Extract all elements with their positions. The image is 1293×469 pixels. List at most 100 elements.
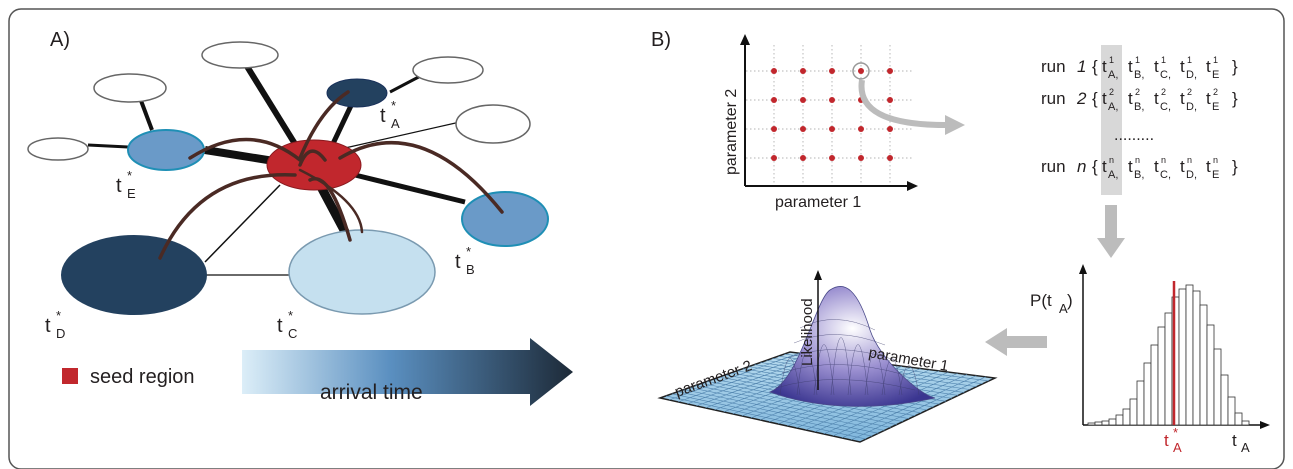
run-t: t [1180,157,1185,176]
run-sup: n [1161,155,1166,165]
hist-bar [1122,408,1131,426]
surface-zlabel: Likelihood [799,298,816,366]
run-sub: D, [1186,101,1197,113]
hist-ylabel-sub: A [1059,301,1068,316]
hist-bar [1129,398,1138,426]
run-t: t [1102,157,1107,176]
hist-to-surface-shaft [1005,336,1047,348]
grid-point [858,126,864,132]
run-sub: A, [1108,101,1118,113]
label-base: t [116,175,122,197]
peak-mesh-line [898,365,920,396]
run-sub: B, [1134,169,1144,181]
hist-bar [1213,348,1222,426]
mesh-line [850,376,986,441]
hist-x-arrowhead [1260,421,1270,429]
surface-peak-mesh [775,319,920,396]
edge [204,184,281,263]
run-sup: 2 [1187,87,1192,97]
arc [188,137,302,162]
hist-bar [1234,412,1243,426]
parameter-grid: parameter 1 parameter 2 [723,34,918,211]
run-t: t [1206,157,1211,176]
grid-point [829,155,835,161]
label-base: t [45,315,51,337]
run-sup: 1 [1213,55,1218,65]
hist-marker-sub: A [1173,440,1182,455]
hist-bar [1220,374,1229,426]
run-t: t [1102,89,1107,108]
run-sub: E [1212,169,1219,181]
label-sub: D [56,326,65,341]
hist-bars [1087,284,1250,426]
run-sub: A, [1108,69,1118,81]
run-sup: 2 [1135,87,1140,97]
run-sub: A, [1108,169,1118,181]
run-word: run [1041,89,1066,108]
run-sub: E [1212,69,1219,81]
arc [298,149,327,167]
hist-marker-base: t [1164,431,1169,450]
run-index: 2 [1076,89,1087,108]
run-t: t [1128,157,1133,176]
label-sub: A [391,116,400,131]
run-sup: 2 [1109,87,1114,97]
run-sup: 1 [1109,55,1114,65]
peak-mesh-line [847,344,869,396]
node-outer [412,56,484,84]
grid-point [887,126,893,132]
run-sup: 2 [1213,87,1218,97]
histogram: P(t A ) t * A t A [1030,264,1270,455]
node-c [288,229,436,315]
label-sub: B [466,262,475,277]
run-t: t [1128,57,1133,76]
hist-bar [1108,418,1117,426]
run-sup: 1 [1135,55,1140,65]
hist-ylabel-close: ) [1067,291,1073,310]
grid-y-arrowhead [740,34,750,45]
edge [138,97,154,131]
arc [338,140,504,214]
run-t: t [1154,89,1159,108]
label-t-b: t * B [455,244,475,277]
run-sub: B, [1134,101,1144,113]
hist-bar [1094,421,1103,426]
runs-to-hist-shaft [1105,205,1117,240]
run-t: t [1206,89,1211,108]
peak-mesh-line [864,351,886,396]
grid-point [800,97,806,103]
node-a [326,78,388,108]
run-t: t [1180,57,1185,76]
hist-bar [1101,420,1110,426]
run-sub: B, [1134,69,1144,81]
run-t: t [1102,57,1107,76]
run-t: t [1154,57,1159,76]
grid-point [829,97,835,103]
grid-point [858,68,864,74]
label-sup: * [127,168,132,183]
run-brace-open: { [1092,157,1098,176]
edge [354,172,466,205]
peak-mesh-line [796,351,818,396]
hist-xlabel: t [1232,431,1237,450]
node-outer [27,137,89,161]
run-t: t [1180,89,1185,108]
run-word: run [1041,157,1066,176]
hist-bar [1241,420,1250,426]
run-brace-close: } [1232,89,1238,108]
grid-point [771,68,777,74]
run-t: t [1206,57,1211,76]
hist-y-arrowhead [1079,264,1087,274]
node-outer [93,73,167,103]
node-outer [455,104,531,144]
run-sup: n [1109,155,1114,165]
hist-ylabel: P(t [1030,291,1052,310]
hist-bar [1178,288,1187,426]
hist-bar [1143,362,1152,426]
run-brace-close: } [1232,57,1238,76]
grid-point [887,68,893,74]
label-t-a: t * A [380,98,400,131]
grid-point [771,126,777,132]
run-brace-open: { [1092,89,1098,108]
